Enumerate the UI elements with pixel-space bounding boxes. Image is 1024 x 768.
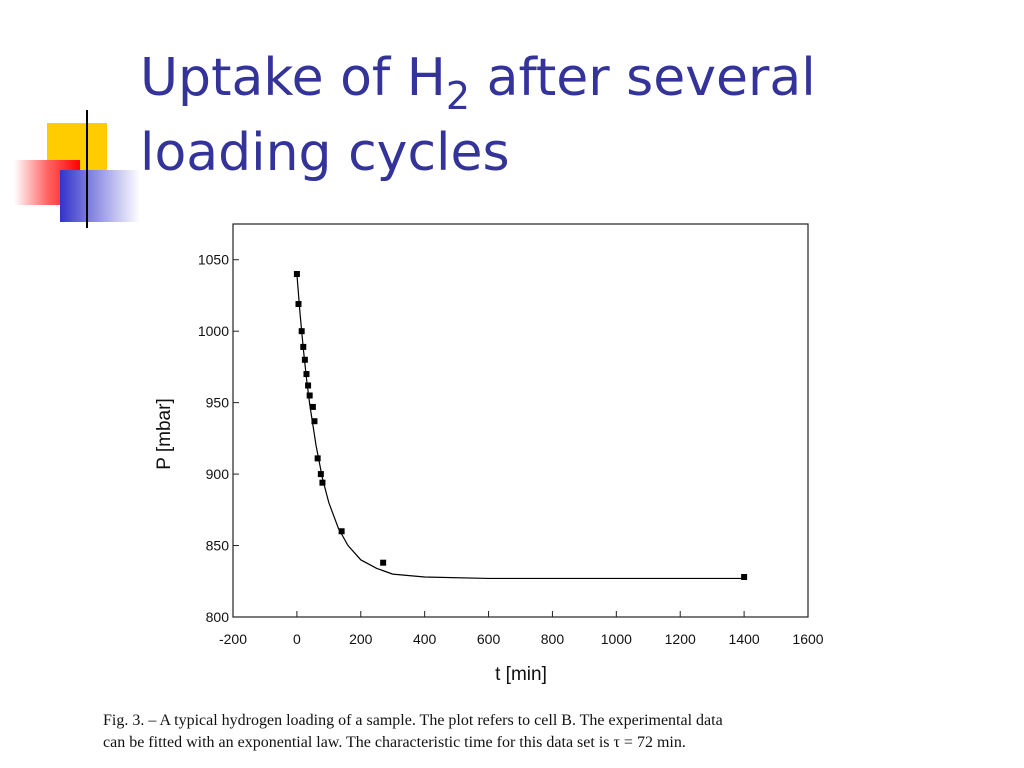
title-subscript: 2 [446,74,470,118]
caption: Fig. 3. – A typical hydrogen loading of … [103,712,723,729]
x-tick-label: 1400 [729,631,760,647]
plot-frame [232,223,809,618]
x-tick-label: 0 [293,631,301,647]
x-tick-label: 400 [413,631,437,647]
y-tick-label: 1000 [198,323,229,339]
x-tick-label: 200 [349,631,373,647]
data-point [306,392,313,399]
y-tick-label: 800 [206,609,230,625]
data-point [319,479,326,486]
decoration [14,110,960,228]
y-tick-label: 1050 [198,252,229,268]
slide-title: loading cycles [140,123,510,183]
data-point [305,382,312,389]
data-point [314,455,321,462]
fit-line [296,273,745,580]
data-point [380,559,387,566]
x-tick-label: 800 [541,631,565,647]
data-point [338,528,345,535]
title-text: after several [470,48,816,108]
data-point [311,418,318,425]
data-point [295,301,302,308]
caption: can be fitted with an exponential law. T… [103,734,686,751]
y-tick-label: 950 [206,395,230,411]
title-text: Uptake of H [140,48,446,108]
data-point [317,471,324,478]
y-tick-label: 900 [206,466,230,482]
x-axis-label: t [min] [495,664,547,685]
data-point [309,403,316,410]
x-tick-label: 1000 [601,631,632,647]
y-axis-label: P [mbar] [154,398,175,469]
x-tick-label: 1200 [665,631,696,647]
x-tick-label: 600 [477,631,501,647]
x-tick-label: 1600 [792,631,823,647]
slide-title: Uptake of H2 after several [140,48,816,118]
x-tick-label: -200 [219,631,247,647]
data-point [741,573,748,580]
y-tick-label: 850 [206,538,230,554]
